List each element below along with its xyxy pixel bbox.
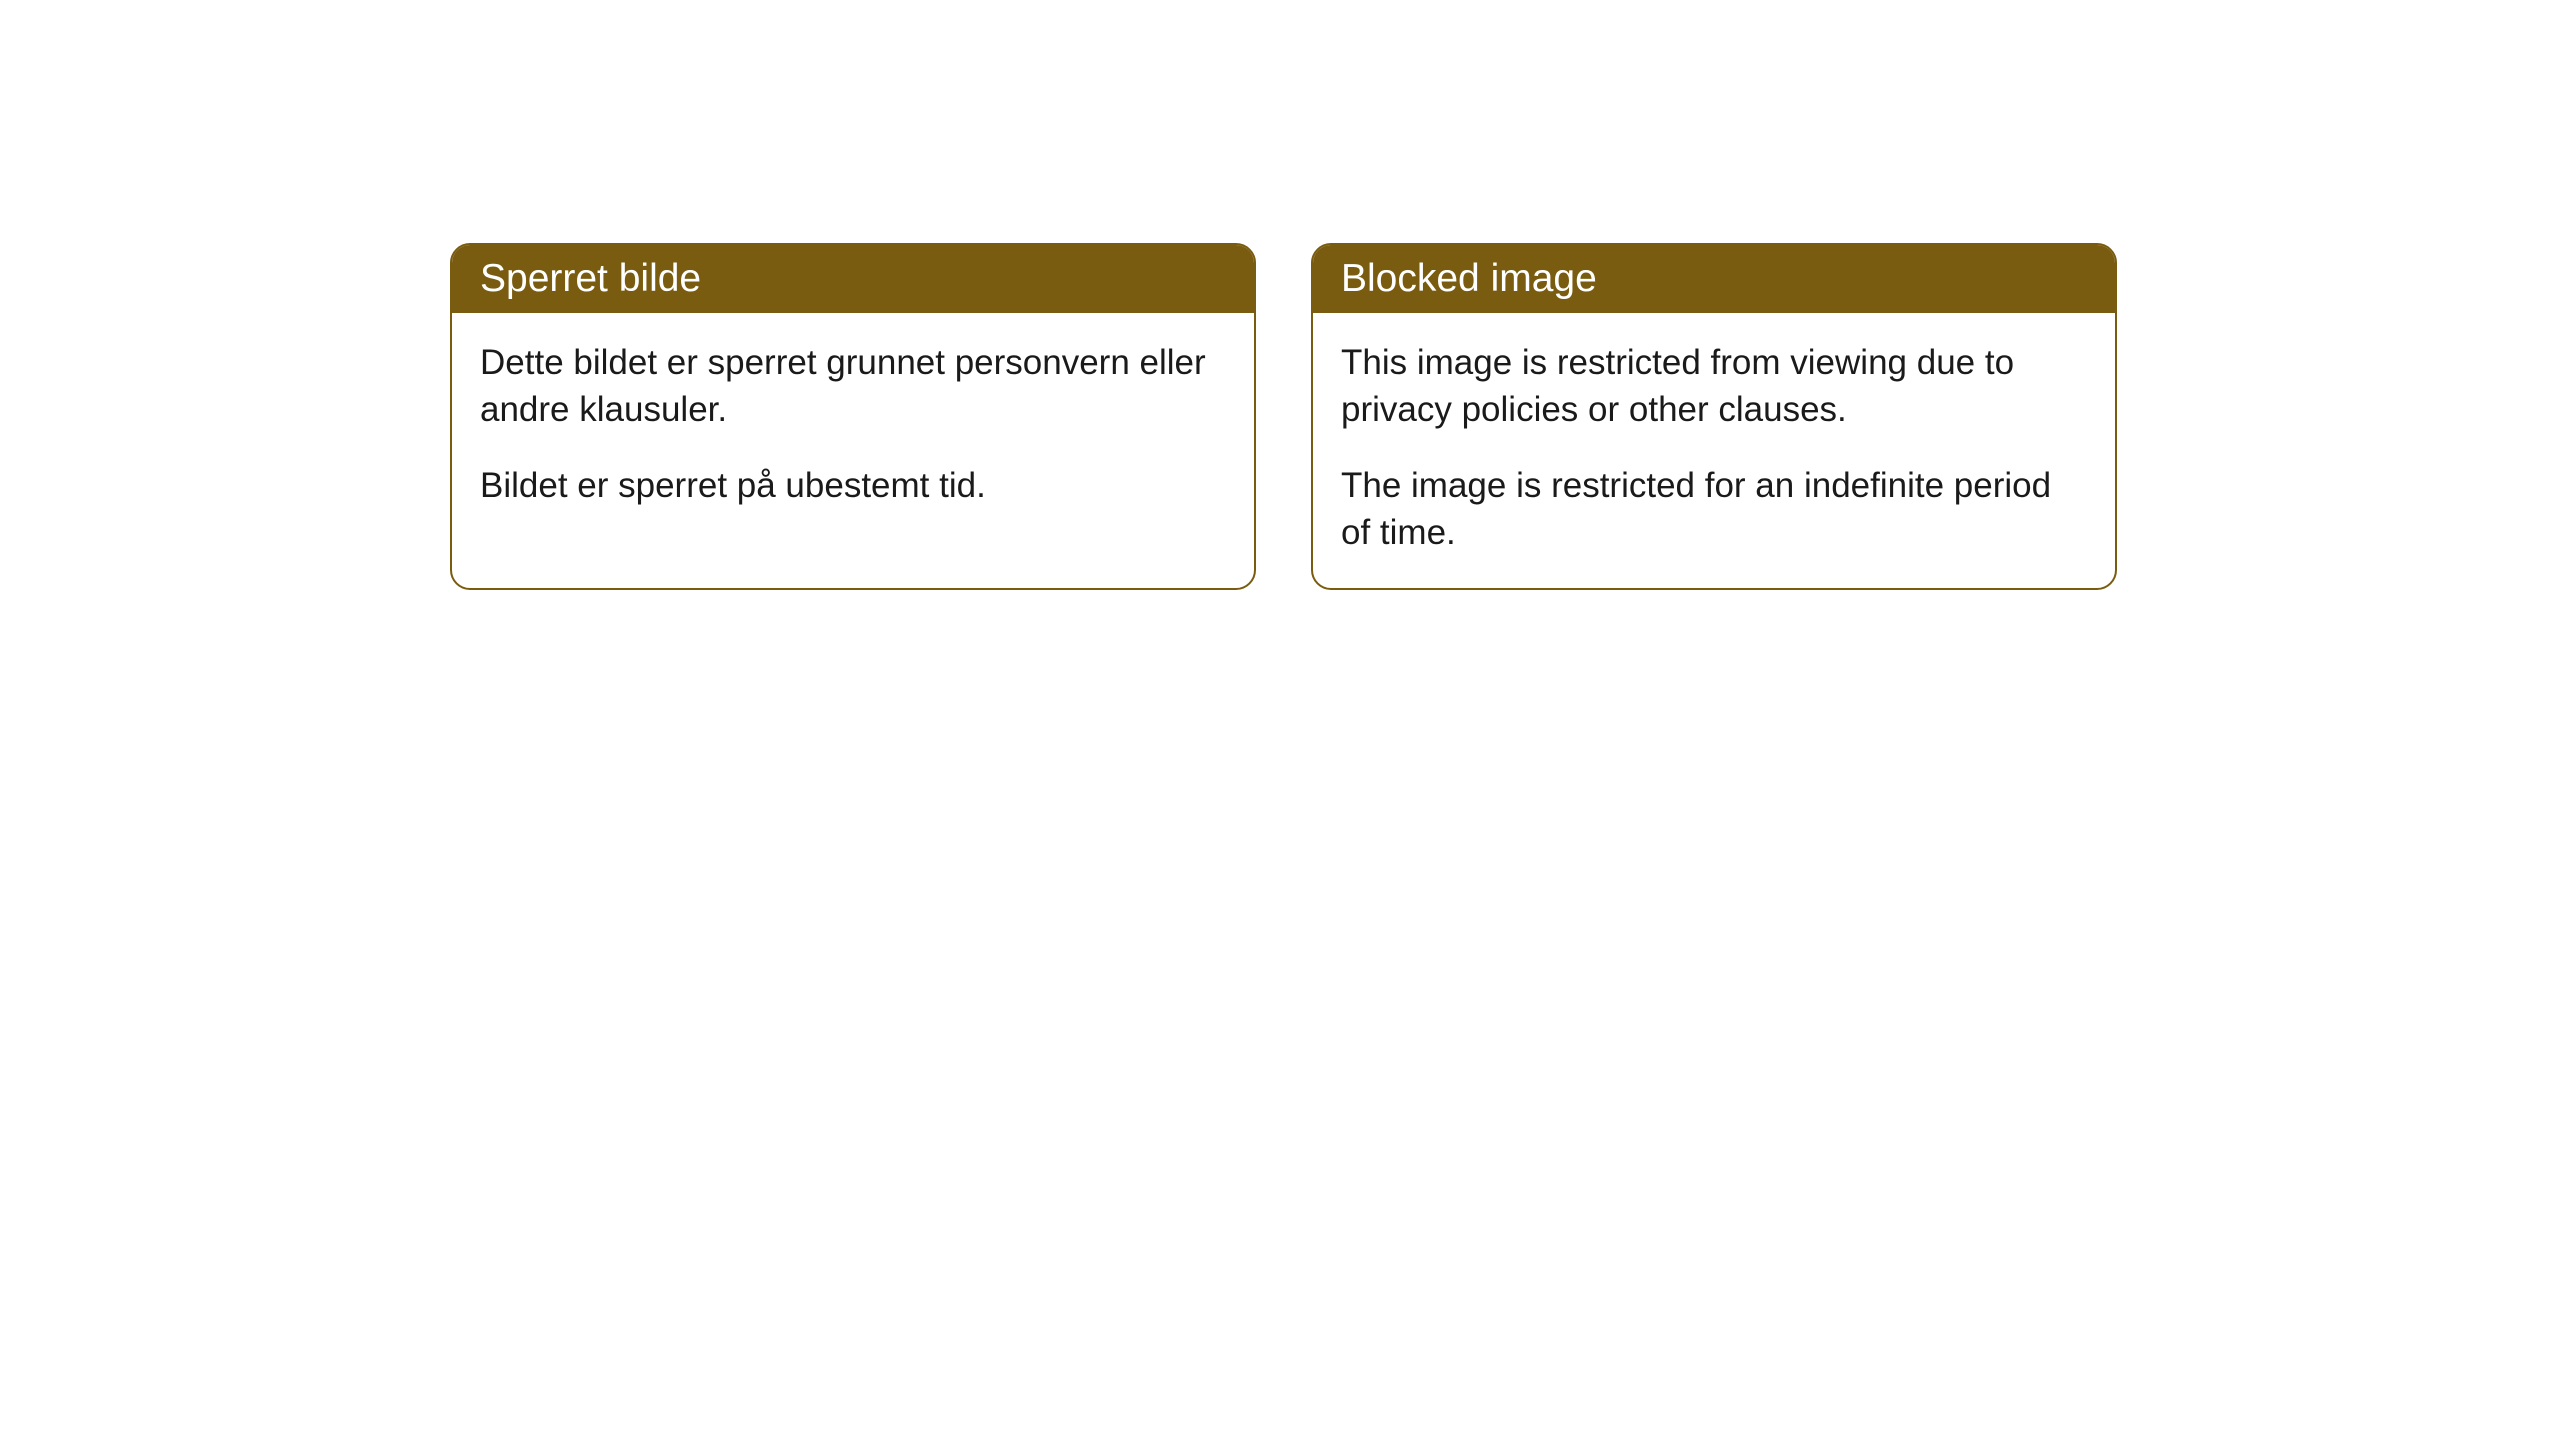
card-text-en-2: The image is restricted for an indefinit… xyxy=(1341,462,2087,557)
card-header-en: Blocked image xyxy=(1313,245,2115,313)
card-text-no-2: Bildet er sperret på ubestemt tid. xyxy=(480,462,1226,509)
card-body-no: Dette bildet er sperret grunnet personve… xyxy=(452,313,1254,541)
card-text-no-1: Dette bildet er sperret grunnet personve… xyxy=(480,339,1226,434)
card-body-en: This image is restricted from viewing du… xyxy=(1313,313,2115,588)
card-text-en-1: This image is restricted from viewing du… xyxy=(1341,339,2087,434)
blocked-image-card-no: Sperret bilde Dette bildet er sperret gr… xyxy=(450,243,1256,590)
notice-cards-container: Sperret bilde Dette bildet er sperret gr… xyxy=(450,243,2560,590)
blocked-image-card-en: Blocked image This image is restricted f… xyxy=(1311,243,2117,590)
card-header-no: Sperret bilde xyxy=(452,245,1254,313)
